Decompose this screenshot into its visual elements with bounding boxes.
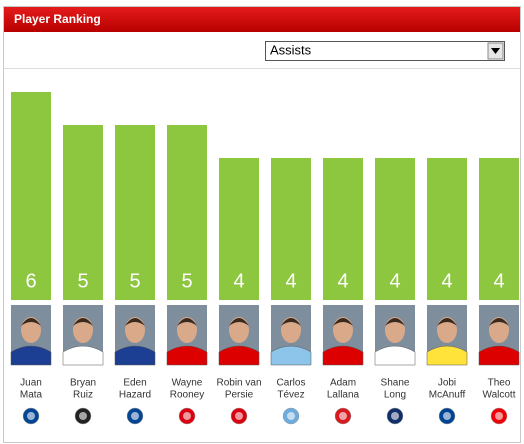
dropdown-value[interactable]: Assists xyxy=(270,42,312,57)
player-face xyxy=(333,317,353,343)
player-name: Jobi xyxy=(438,378,456,389)
player-hair xyxy=(437,318,457,326)
player-name: Robin van xyxy=(216,378,261,389)
player-name: Juan xyxy=(20,378,42,389)
player-name: Eden xyxy=(123,378,146,389)
club-badge-inner xyxy=(235,412,243,420)
player-shirt xyxy=(426,345,468,366)
club-badge-inner xyxy=(391,412,399,420)
player-face xyxy=(73,317,93,343)
bar-value-label: 5 xyxy=(181,270,192,292)
player-hair xyxy=(73,318,93,326)
club-badge-inner xyxy=(131,412,139,420)
player-hair xyxy=(385,318,405,326)
player-name: Mata xyxy=(20,390,43,401)
bar xyxy=(375,158,415,300)
player-name: Lallana xyxy=(327,390,360,401)
club-badge-inner xyxy=(495,412,503,420)
bar-value-label: 5 xyxy=(129,270,140,292)
bar-value-label: 4 xyxy=(389,270,400,292)
player-hair xyxy=(125,318,145,326)
player-shirt xyxy=(374,345,416,366)
bar xyxy=(167,125,207,300)
dropdown-box[interactable] xyxy=(265,41,505,61)
bar-value-label: 4 xyxy=(285,270,296,292)
bar xyxy=(427,158,467,300)
player-hair xyxy=(489,318,509,326)
bar xyxy=(11,92,51,300)
player-face xyxy=(177,317,197,343)
player-name: Carlos xyxy=(277,378,306,389)
player-name: Adam xyxy=(330,378,356,389)
player-name: Long xyxy=(384,390,406,401)
bar-value-label: 4 xyxy=(233,270,244,292)
player-hair xyxy=(281,318,301,326)
player-shirt xyxy=(166,345,208,366)
club-badge-inner xyxy=(287,412,295,420)
player-name: McAnuff xyxy=(429,390,466,401)
header-title: Player Ranking xyxy=(14,12,101,26)
player-shirt xyxy=(270,345,312,366)
player-shirt xyxy=(322,345,364,366)
player-face xyxy=(125,317,145,343)
player-name: Shane xyxy=(381,378,410,389)
bar-value-label: 4 xyxy=(441,270,452,292)
player-face xyxy=(229,317,249,343)
club-badge-inner xyxy=(79,412,87,420)
player-face xyxy=(385,317,405,343)
player-name: Walcott xyxy=(483,390,516,401)
player-hair xyxy=(21,318,41,326)
player-name: Wayne xyxy=(172,378,203,389)
player-face xyxy=(437,317,457,343)
player-face xyxy=(281,317,301,343)
bar xyxy=(219,158,259,300)
bar xyxy=(63,125,103,300)
bar-value-label: 5 xyxy=(77,270,88,292)
dropdown[interactable]: Assists xyxy=(265,41,505,61)
player-shirt xyxy=(478,345,520,366)
player-name: Persie xyxy=(225,390,254,401)
player-shirt xyxy=(62,345,104,366)
player-shirt xyxy=(10,345,52,366)
bar-value-label: 4 xyxy=(337,270,348,292)
bar xyxy=(479,158,519,300)
player-shirt xyxy=(114,345,156,366)
bar-value-label: 4 xyxy=(493,270,504,292)
club-badge-inner xyxy=(27,412,35,420)
player-name: Tévez xyxy=(277,390,304,401)
player-name: Ruiz xyxy=(73,390,93,401)
dropdown-arrow xyxy=(491,48,500,54)
player-face xyxy=(489,317,509,343)
player-name: Rooney xyxy=(170,390,204,401)
player-hair xyxy=(177,318,197,326)
player-name: Hazard xyxy=(119,390,151,401)
player-hair xyxy=(229,318,249,326)
bar xyxy=(323,158,363,300)
bar xyxy=(115,125,155,300)
player-hair xyxy=(333,318,353,326)
player-name: Bryan xyxy=(70,378,96,389)
header-bar xyxy=(4,7,520,32)
bar xyxy=(271,158,311,300)
player-face xyxy=(21,317,41,343)
player-shirt xyxy=(218,345,260,366)
club-badge-inner xyxy=(183,412,191,420)
bar-value-label: 6 xyxy=(25,270,36,292)
club-badge-inner xyxy=(339,412,347,420)
club-badge-inner xyxy=(443,412,451,420)
player-name: Theo xyxy=(488,378,511,389)
